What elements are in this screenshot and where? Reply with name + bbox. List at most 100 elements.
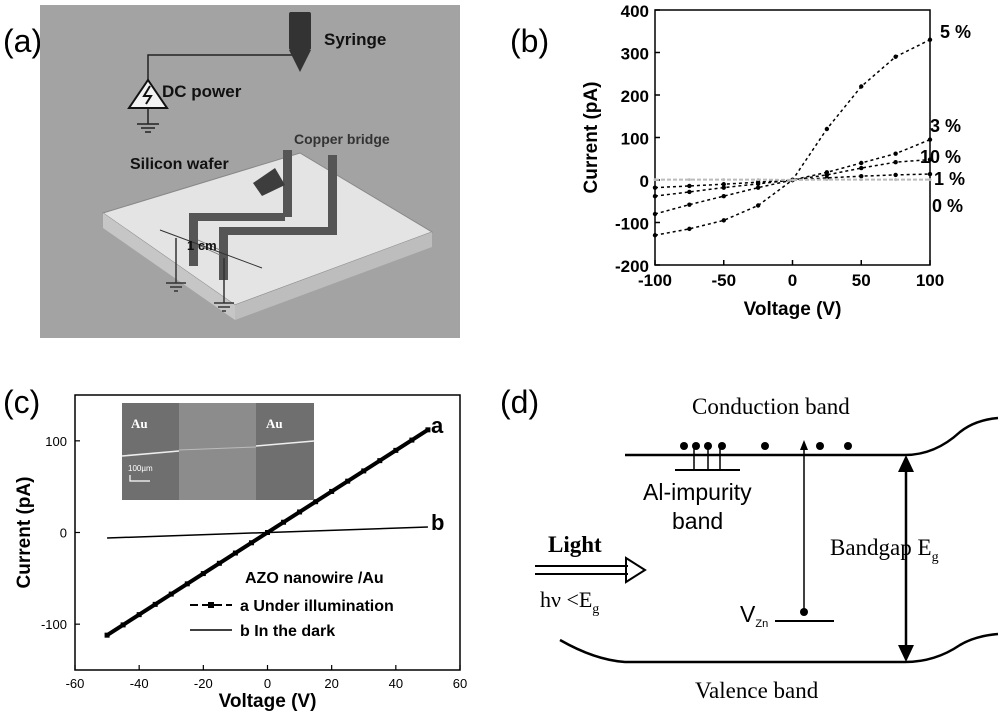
data-point bbox=[248, 540, 254, 546]
panel-a-label: (a) bbox=[3, 23, 42, 59]
electron-dot bbox=[844, 442, 852, 450]
x-axis-label: Voltage (V) bbox=[219, 691, 317, 712]
data-point bbox=[652, 233, 658, 238]
chart-c-legend: AZO nanowire /Au a Under illumination b … bbox=[190, 570, 394, 640]
data-point bbox=[927, 137, 933, 142]
data-point bbox=[824, 126, 830, 132]
wafer-front-side bbox=[103, 213, 235, 320]
bandgap-label: Bandgap Eg bbox=[830, 535, 939, 565]
data-point bbox=[687, 202, 692, 207]
data-point bbox=[927, 37, 933, 42]
data-point bbox=[755, 179, 761, 185]
y-tick-label: 100 bbox=[45, 434, 67, 449]
data-point bbox=[755, 203, 761, 208]
wafer-right-side bbox=[235, 232, 432, 320]
data-point bbox=[104, 632, 110, 638]
data-point bbox=[200, 571, 206, 577]
data-point bbox=[361, 468, 367, 474]
y-tick-label: 0 bbox=[60, 526, 67, 541]
high-voltage-icon bbox=[127, 78, 169, 109]
dc-power-label: DC power bbox=[162, 82, 242, 101]
data-point bbox=[859, 160, 864, 166]
valence-band-edge bbox=[559, 632, 999, 664]
data-point bbox=[652, 211, 658, 217]
data-point bbox=[136, 612, 142, 618]
data-point bbox=[409, 437, 415, 443]
data-point bbox=[184, 581, 190, 587]
data-point bbox=[825, 178, 829, 182]
series-label: 1 % bbox=[934, 169, 965, 189]
series-label: 5 % bbox=[940, 22, 971, 42]
data-point bbox=[859, 178, 863, 182]
legend-b-text: b In the dark bbox=[240, 623, 335, 640]
data-point bbox=[168, 591, 174, 597]
copper-bridge-label: Copper bridge bbox=[294, 131, 390, 147]
nanowires bbox=[197, 239, 221, 251]
inset-scale-bar bbox=[129, 475, 150, 482]
y-axis-label: Current (pA) bbox=[581, 82, 602, 194]
vzn-label: VZn bbox=[740, 601, 768, 630]
vzn-electron bbox=[800, 608, 808, 616]
y-tick-label: 400 bbox=[621, 2, 649, 21]
data-point bbox=[928, 178, 932, 182]
y-tick-label: 100 bbox=[621, 130, 649, 149]
inset-electrode-right bbox=[256, 403, 314, 500]
y-axis-label: Current (pA) bbox=[14, 477, 35, 589]
legend-a-text: a Under illumination bbox=[240, 598, 394, 615]
data-point bbox=[652, 193, 658, 199]
syringe-icon bbox=[289, 12, 311, 50]
data-point bbox=[653, 178, 657, 182]
curve-b-label: b bbox=[431, 510, 444, 535]
y-tick-label: 200 bbox=[621, 87, 649, 106]
sem-inset: Au Au 100µm bbox=[121, 403, 315, 500]
gap-label: 1 cm bbox=[187, 238, 217, 253]
data-point bbox=[927, 171, 933, 177]
data-point bbox=[313, 499, 319, 505]
data-point bbox=[756, 178, 760, 182]
setup-schematic: Syringe DC power Copper bridge Silicon w… bbox=[40, 5, 460, 338]
x-tick-label: 40 bbox=[389, 676, 403, 691]
impurity-electrons bbox=[680, 442, 852, 470]
data-point bbox=[894, 178, 898, 182]
data-point bbox=[297, 509, 303, 515]
y-tick-label: -200 bbox=[615, 257, 649, 276]
data-point bbox=[893, 54, 898, 59]
series-label: 10 % bbox=[920, 147, 961, 167]
data-point bbox=[791, 178, 794, 182]
data-point bbox=[425, 427, 431, 433]
series-label: 3 % bbox=[930, 116, 961, 136]
electron-dot bbox=[704, 442, 712, 450]
copper-bridge-left bbox=[189, 213, 198, 266]
electron-dot bbox=[692, 442, 700, 450]
data-point bbox=[345, 478, 351, 484]
data-point bbox=[281, 519, 287, 525]
band-diagram: Conduction band Valence band Al-impurity… bbox=[535, 394, 999, 703]
y-tick-label: -100 bbox=[41, 617, 67, 632]
silicon-wafer-chip bbox=[253, 168, 285, 196]
conduction-band-edge bbox=[625, 416, 999, 457]
x-tick-label: 50 bbox=[852, 271, 871, 290]
series-line bbox=[654, 39, 931, 236]
data-point bbox=[721, 182, 726, 187]
data-point bbox=[755, 185, 761, 190]
data-point bbox=[893, 172, 898, 178]
data-point bbox=[859, 84, 864, 89]
legend-title: AZO nanowire /Au bbox=[245, 570, 384, 587]
data-point bbox=[120, 622, 126, 628]
photon-energy-label: hν <Eg bbox=[540, 587, 599, 617]
data-point bbox=[329, 488, 335, 494]
electron-dot bbox=[680, 442, 688, 450]
curve-a-label: a bbox=[431, 413, 444, 438]
series-line bbox=[654, 173, 931, 189]
data-point bbox=[232, 550, 238, 556]
data-point bbox=[927, 157, 933, 162]
y-tick-label: -100 bbox=[615, 215, 649, 234]
x-tick-label: -60 bbox=[66, 676, 85, 691]
panel-c-label: (c) bbox=[3, 384, 40, 420]
valence-band-label: Valence band bbox=[695, 678, 819, 703]
data-point bbox=[652, 185, 658, 190]
electron-dot bbox=[816, 442, 824, 450]
x-tick-label: 100 bbox=[916, 271, 944, 290]
